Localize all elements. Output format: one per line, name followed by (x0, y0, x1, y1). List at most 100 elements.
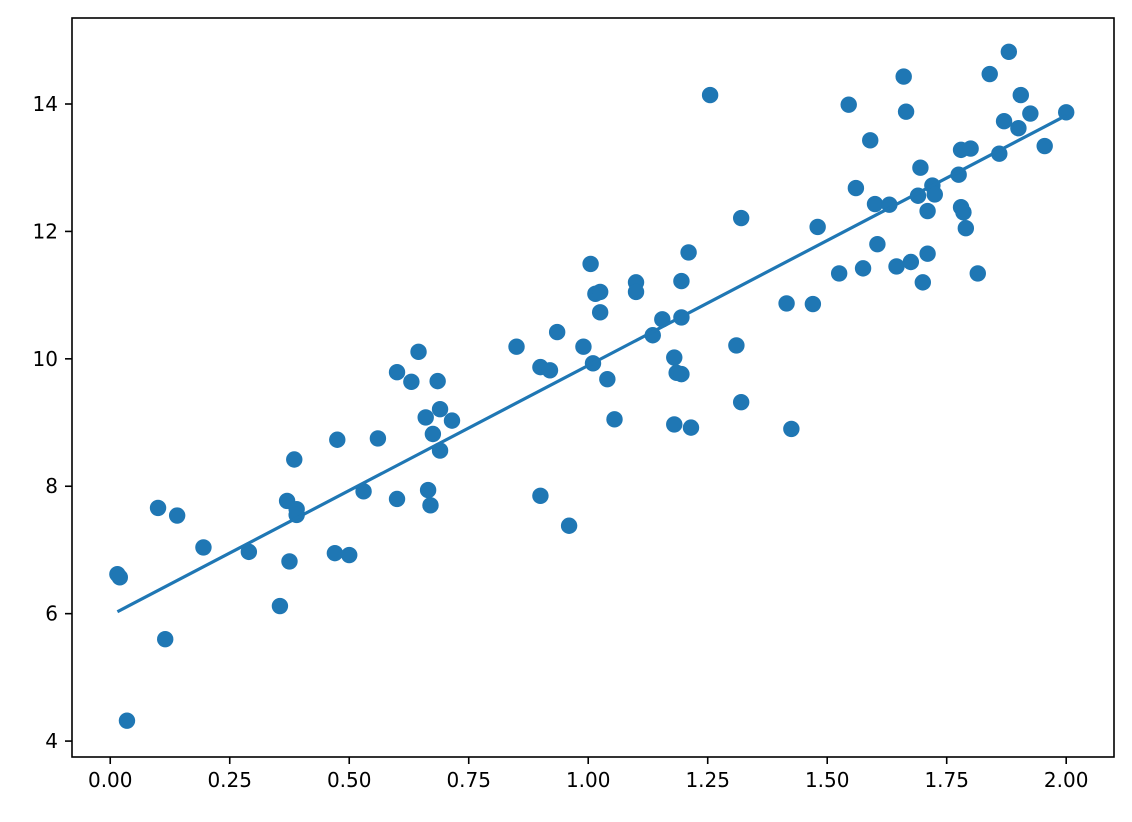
scatter-point (541, 362, 559, 379)
scatter-point (969, 265, 986, 282)
scatter-point (443, 412, 461, 429)
fit-line (116, 114, 1067, 614)
y-axis: 4 6 8 10 12 14 (33, 92, 72, 753)
scatter-point (869, 235, 886, 253)
x-tick-label: 1.00 (566, 768, 611, 792)
scatter-point (329, 431, 346, 448)
scatter-point (666, 349, 683, 366)
scatter-point (919, 202, 936, 220)
scatter-point (1022, 105, 1039, 122)
x-tick-label: 0.50 (327, 768, 372, 792)
scatter-point (866, 195, 884, 213)
scatter-point (701, 86, 719, 104)
scatter-point (591, 283, 609, 301)
scatter-point (575, 338, 592, 355)
x-tick-label: 1.25 (685, 768, 730, 792)
scatter-point (388, 490, 406, 508)
scatter-point (149, 499, 167, 517)
scatter-point (728, 337, 745, 354)
scatter-point (424, 425, 442, 443)
scatter-point (888, 258, 905, 275)
scatter-point (673, 272, 690, 290)
scatter-point (591, 304, 609, 321)
scatter-point (804, 295, 822, 313)
y-tick-label: 6 (45, 602, 58, 626)
scatter-point (419, 481, 437, 499)
y-tick-label: 8 (45, 474, 58, 498)
scatter-point (955, 204, 972, 221)
scatter-point (981, 65, 998, 83)
scatter-point (271, 597, 289, 615)
scatter-point (403, 373, 420, 390)
scatter-point (912, 159, 929, 176)
scatter-point (680, 244, 697, 261)
scatter-point (422, 497, 439, 514)
scatter-point (286, 451, 303, 468)
scatter-point (599, 371, 616, 388)
scatter-point (809, 218, 826, 236)
x-tick-label: 1.50 (805, 768, 850, 792)
scatter-point (195, 539, 212, 556)
y-tick-label: 4 (45, 729, 58, 753)
scatter-point (548, 323, 566, 341)
x-axis: 0.00 0.25 0.50 0.75 1.00 1.25 1.50 1.75 2.00 (88, 757, 1088, 792)
scatter-point (1036, 137, 1053, 155)
scatter-point (369, 430, 387, 447)
x-tick-label: 2.00 (1044, 768, 1089, 792)
scatter-point (111, 569, 128, 586)
scatter-point (1000, 43, 1018, 60)
scatter-point (157, 630, 174, 648)
scatter-point (168, 507, 186, 524)
scatter-point (957, 220, 975, 237)
scatter-point (897, 103, 915, 120)
scatter-point (666, 416, 683, 433)
plot-area (72, 18, 1114, 757)
scatter-point (431, 400, 449, 418)
scatter-point (830, 265, 848, 282)
scatter-point (508, 338, 525, 355)
scatter-point (606, 411, 623, 428)
scatter-point (732, 393, 750, 411)
scatter-point (532, 487, 549, 505)
scatter-point (914, 274, 932, 291)
scatter-point (560, 517, 578, 534)
y-tick-label: 10 (33, 347, 58, 371)
scatter-point (673, 365, 690, 383)
x-tick-label: 0.00 (88, 768, 133, 792)
x-tick-label: 0.25 (207, 768, 252, 792)
scatter-point (281, 553, 298, 570)
scatter-point (854, 260, 872, 277)
scatter-point (429, 372, 446, 390)
y-tick-label: 12 (33, 219, 58, 243)
scatter-point (995, 113, 1013, 130)
scatter-point (783, 420, 800, 438)
scatter-point (919, 245, 936, 262)
scatter-point (1012, 86, 1029, 104)
scatter-point (847, 179, 865, 197)
scatter-point (682, 419, 700, 436)
scatter-point (902, 253, 920, 271)
data-marks (109, 43, 1075, 729)
scatter-point (926, 186, 943, 203)
scatter-point (326, 544, 344, 562)
scatter-point (410, 343, 427, 361)
x-tick-label: 1.75 (924, 768, 969, 792)
scatter-point (895, 68, 912, 85)
scatter-point (417, 409, 434, 426)
scatter-point (778, 295, 795, 312)
scatter-point (627, 283, 645, 301)
scatter-point (582, 255, 599, 273)
scatter-point (962, 140, 979, 157)
scatter-point (732, 209, 750, 227)
scatter-point (1010, 120, 1027, 137)
axes-frame (71, 17, 1115, 758)
scatter-point (840, 96, 857, 113)
scatter-point (355, 483, 372, 500)
x-tick-label: 0.75 (446, 768, 491, 792)
scatter-point (118, 712, 136, 729)
scatter-point (388, 364, 406, 381)
y-tick-label: 14 (33, 92, 58, 116)
scatter-point (240, 543, 258, 561)
